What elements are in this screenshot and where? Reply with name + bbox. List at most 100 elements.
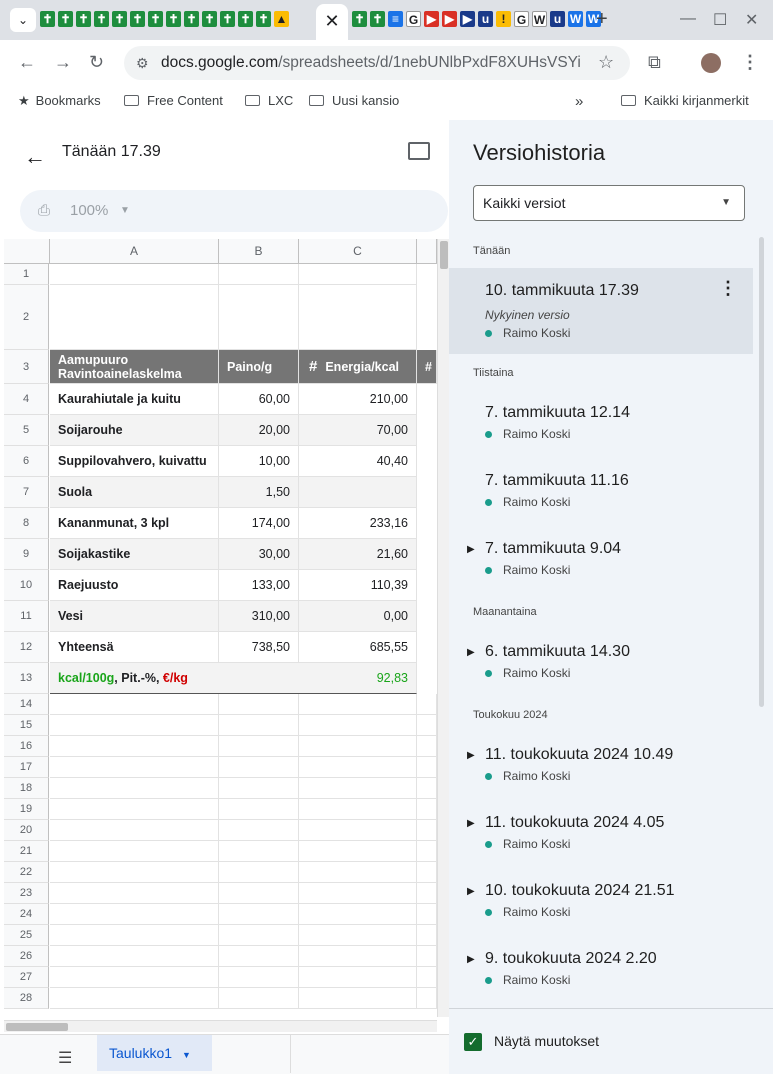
expand-icon[interactable]: ▶ [467, 954, 475, 965]
site-info-icon[interactable]: ⚙ [136, 55, 149, 71]
cell[interactable] [219, 285, 299, 350]
cell[interactable] [50, 757, 219, 778]
version-item[interactable]: ▶ 9. toukokuuta 2024 2.20 Raimo Koski [449, 937, 753, 1003]
row-header[interactable]: 7 [4, 477, 49, 508]
close-window-icon[interactable]: ✕ [745, 12, 759, 29]
cell[interactable] [299, 967, 417, 988]
more-options-icon[interactable]: ⋮ [719, 278, 737, 298]
cell[interactable] [299, 862, 417, 883]
row-header[interactable]: 24 [4, 904, 49, 925]
row-header[interactable]: 1 [4, 264, 49, 285]
row-header[interactable]: 12 [4, 632, 49, 663]
cell[interactable] [219, 736, 299, 757]
cell[interactable] [50, 967, 219, 988]
energy-cell[interactable]: 110,39 [299, 570, 417, 601]
cell[interactable] [417, 862, 437, 883]
row-header[interactable]: 4 [4, 384, 49, 415]
cell[interactable] [50, 285, 219, 350]
ingredient-cell[interactable]: Kananmunat, 3 kpl [50, 508, 219, 539]
weight-cell[interactable]: 310,00 [219, 601, 299, 632]
cell[interactable] [299, 883, 417, 904]
cell[interactable] [417, 694, 437, 715]
version-filter-select[interactable]: Kaikki versiot ▼ [473, 185, 745, 221]
cell[interactable] [50, 946, 219, 967]
cell[interactable] [417, 757, 437, 778]
vertical-scrollbar[interactable] [437, 239, 449, 1017]
column-header-d[interactable] [417, 239, 437, 264]
chevron-down-icon[interactable]: ▼ [182, 1050, 191, 1060]
tab-favicon[interactable]: ✝ [184, 11, 199, 27]
cell[interactable] [417, 988, 437, 1009]
cell[interactable] [219, 925, 299, 946]
expand-icon[interactable]: ▶ [467, 647, 475, 658]
expand-icon[interactable]: ▶ [467, 544, 475, 555]
row-header[interactable]: 18 [4, 778, 49, 799]
tab-favicon[interactable]: ✝ [166, 11, 181, 27]
weight-cell[interactable]: 20,00 [219, 415, 299, 446]
row-header[interactable]: 8 [4, 508, 49, 539]
energy-cell[interactable]: 40,40 [299, 446, 417, 477]
cell[interactable] [50, 799, 219, 820]
row-header[interactable]: 25 [4, 925, 49, 946]
expand-icon[interactable]: ▶ [467, 750, 475, 761]
cell[interactable] [219, 778, 299, 799]
energy-cell[interactable]: 210,00 [299, 384, 417, 415]
print-icon[interactable]: ⎙ [38, 202, 51, 219]
tab-favicon[interactable]: ! [496, 11, 511, 27]
version-item[interactable]: 7. tammikuuta 12.14 Raimo Koski [449, 391, 753, 457]
play-icon[interactable]: ▶ [442, 11, 457, 27]
extensions-icon[interactable]: ⧉ [648, 52, 661, 72]
tab-favicon[interactable]: ✝ [112, 11, 127, 27]
bookmark-uusi-kansio[interactable]: Uusi kansio [309, 93, 399, 108]
tab-favicon[interactable]: ✝ [130, 11, 145, 27]
ingredient-cell[interactable]: Raejuusto [50, 570, 219, 601]
tab-favicon[interactable]: ✝ [370, 11, 385, 27]
energy-cell[interactable]: 685,55 [299, 632, 417, 663]
tab-favicon[interactable]: ✝ [58, 11, 73, 27]
avatar[interactable] [701, 53, 721, 73]
version-item[interactable]: ▶ 10. toukokuuta 2024 21.51 Raimo Koski [449, 869, 753, 935]
weight-cell[interactable]: 10,00 [219, 446, 299, 477]
cell[interactable] [417, 841, 437, 862]
cell[interactable] [299, 778, 417, 799]
cell[interactable] [219, 799, 299, 820]
row-header[interactable]: 20 [4, 820, 49, 841]
show-changes-checkbox[interactable]: ✓ [464, 1033, 482, 1051]
bookmark-all[interactable]: Kaikki kirjanmerkit [621, 93, 749, 108]
cell[interactable] [50, 736, 219, 757]
tab-favicon[interactable]: u [550, 11, 565, 27]
cell[interactable] [50, 904, 219, 925]
tab-favicon[interactable]: ▶ [460, 11, 475, 27]
spreadsheet-grid[interactable]: A B C 1 2 3 Aamupuuro Ravintoainelaskelm… [4, 239, 437, 1017]
cell[interactable] [219, 988, 299, 1009]
url-text[interactable]: docs.google.com/spreadsheets/d/1nebUNlbP… [161, 54, 581, 71]
table-header-title[interactable]: Aamupuuro Ravintoainelaskelma [50, 350, 219, 384]
cell[interactable] [219, 904, 299, 925]
close-icon[interactable]: ✕ [324, 11, 340, 31]
weight-cell[interactable]: 133,00 [219, 570, 299, 601]
new-tab-button[interactable]: + [596, 8, 608, 30]
ingredient-cell[interactable]: Suola [50, 477, 219, 508]
row-header[interactable]: 16 [4, 736, 49, 757]
cell[interactable] [299, 841, 417, 862]
more-bookmarks-icon[interactable]: » [575, 93, 584, 110]
expand-icon[interactable]: ▶ [467, 886, 475, 897]
cell[interactable] [50, 820, 219, 841]
cell[interactable] [219, 883, 299, 904]
cell[interactable] [299, 820, 417, 841]
version-item[interactable]: 7. tammikuuta 11.16 Raimo Koski [449, 459, 753, 525]
version-item[interactable]: ▶ 7. tammikuuta 9.04 Raimo Koski [449, 527, 753, 593]
sheet-tab[interactable]: Taulukko1 ▼ [97, 1035, 212, 1071]
tab-search-button[interactable]: ⌄ [10, 8, 36, 32]
cell[interactable] [50, 694, 219, 715]
row-header[interactable]: 9 [4, 539, 49, 570]
energy-cell[interactable]: 0,00 [299, 601, 417, 632]
corner-cell[interactable] [4, 239, 50, 264]
docs-icon[interactable]: ≡ [388, 11, 403, 27]
cell[interactable] [50, 778, 219, 799]
row-header[interactable]: 23 [4, 883, 49, 904]
ingredient-cell[interactable]: Kaurahiutale ja kuitu [50, 384, 219, 415]
back-arrow-icon[interactable]: ← [24, 144, 46, 169]
google-icon[interactable]: G [406, 11, 421, 27]
ingredient-cell[interactable]: Yhteensä [50, 632, 219, 663]
